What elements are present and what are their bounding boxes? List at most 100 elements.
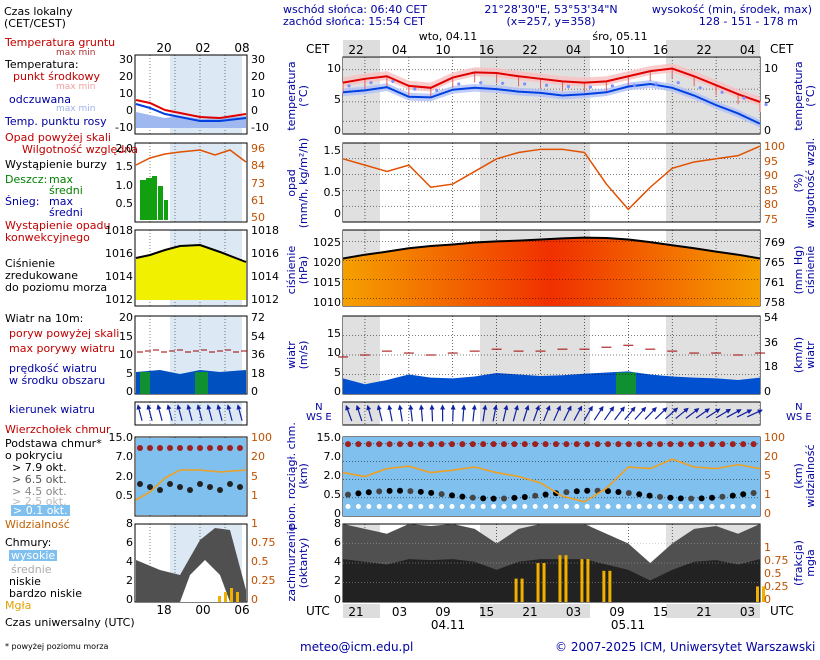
tick-lg_temp_left: 10 — [119, 87, 133, 100]
sunrise-text: wschód słońca: 06:40 CET — [283, 3, 428, 16]
tick-lg_oct_right: 1 — [251, 517, 258, 530]
legend-shade-1 — [170, 143, 242, 222]
tick-oct_right: 0.25 — [764, 580, 789, 593]
axis-title-zachmurzenie: zachmurzenie (oktanty) — [285, 524, 310, 602]
footer-email[interactable]: meteo@icm.edu.pl — [300, 640, 414, 654]
wind-arrow-head — [366, 404, 372, 411]
bottom-hour-label: 21 — [696, 605, 712, 619]
tick-prec_left: 0.5 — [323, 186, 342, 199]
wind-arrow — [634, 406, 647, 420]
legend-fog-bar — [236, 592, 239, 602]
wind-arrow-head — [535, 405, 540, 411]
dew-point — [479, 81, 483, 85]
cloud-base-dot — [646, 492, 653, 499]
legend-arrow-head — [136, 404, 142, 410]
temp-spread — [343, 63, 760, 106]
dew-point — [698, 86, 702, 90]
footnote: * powyżej poziomu morza — [5, 642, 109, 651]
wind-arrow-head — [683, 407, 689, 413]
bottom-hour-label: 21 — [522, 605, 538, 619]
cloud-thin-dot — [480, 504, 486, 510]
cloud-base-dot — [501, 495, 507, 502]
legend-ground-maxmin: max min — [56, 48, 96, 58]
wind-arrow-head — [630, 406, 636, 412]
wind-arrow — [654, 407, 668, 420]
legend-cisnienie: Ciśnienie zredukowane do poziomu morza — [5, 257, 108, 294]
cloud-base-dot — [636, 491, 643, 498]
fog-bar — [542, 563, 546, 602]
legend-predkosc: prędkość wiatru w środku obszaru — [9, 362, 106, 387]
tick-cloud_right: 5 — [764, 469, 771, 482]
tick-pres_right: 769 — [764, 236, 785, 249]
temp-line — [342, 67, 761, 103]
wind-arrow — [563, 405, 572, 421]
tick-wind_left: 10 — [327, 346, 341, 360]
tick-lg_oct_left: 2 — [126, 574, 133, 587]
date2-label: 05.11 — [610, 618, 646, 632]
bottom-night-1 — [480, 604, 590, 618]
wind-arrow — [553, 405, 561, 422]
legend-cloud-top — [227, 445, 233, 451]
top-hour-label: 16 — [652, 43, 669, 57]
tick-prec_right: 100 — [764, 140, 785, 153]
wind-arrow-head — [440, 404, 446, 410]
tick-pres_left: 1020 — [313, 256, 341, 269]
cloud-top-dot — [449, 441, 455, 448]
wind-arrow-head — [397, 404, 403, 410]
cloud-base-dot — [428, 489, 435, 496]
tick-wind_right: 36 — [764, 335, 778, 349]
legend-deszcz-max: max — [49, 173, 73, 186]
wind-arrow — [522, 404, 530, 422]
cloud-base-dot — [698, 495, 705, 502]
legend-wind-arrow — [226, 404, 233, 421]
cloud-thin-dot — [709, 504, 715, 510]
legend-punkt: punkt środkowy — [13, 70, 101, 83]
tick-prec_right: 95 — [764, 154, 778, 168]
top-hour-label: 10 — [435, 43, 451, 57]
tick-pres_right: 765 — [764, 256, 785, 269]
legend-wind-arrow — [216, 404, 223, 421]
legend-arrow-head — [206, 404, 212, 410]
cloud-thin-dot — [595, 504, 601, 510]
cloud-base-dot — [469, 494, 476, 501]
wind-arrow-head — [387, 404, 393, 411]
tick-lg_wind_right: 36 — [251, 348, 265, 361]
wind-arrow — [593, 405, 604, 421]
legend-wind-arrow — [186, 404, 193, 421]
cloud-thin-dot — [407, 504, 413, 510]
cloud-base-dot — [365, 489, 372, 496]
cloud-base-dot — [417, 488, 424, 495]
cloud-thin-dot — [626, 504, 632, 510]
cloud-top-dot — [605, 441, 611, 448]
cloud-top-dot — [521, 441, 528, 448]
cloud-top-dot — [740, 441, 747, 448]
bottom-hour-label: 03 — [391, 605, 408, 619]
tick-lg_temp_left: 30 — [119, 53, 133, 66]
humidity-line — [342, 145, 761, 211]
cloud-thin-dot — [636, 504, 642, 510]
wind-arrow — [644, 407, 657, 420]
cloud-base-dot — [563, 489, 570, 496]
cloud-top-dot — [615, 441, 622, 448]
axis-title-wiatr: wiatr (m/s) — [285, 340, 310, 370]
legend-chmury: Chmury: — [5, 536, 52, 549]
tick-lg_pres_right: 1014 — [251, 270, 279, 283]
cloud-base-dot — [740, 491, 747, 498]
cloud-top-dot — [542, 441, 549, 448]
tick-lg_wind_right: 0 — [251, 385, 258, 398]
tick-pres_left: 1025 — [313, 236, 341, 249]
dew-point — [588, 85, 593, 89]
legend-cloud-top — [207, 445, 213, 451]
bottom-hour-label: 03 — [739, 605, 756, 619]
tick-wind_left: 0 — [334, 385, 341, 398]
wind-arrow — [471, 404, 477, 422]
tick-lg_wind_left: 0 — [126, 385, 133, 398]
fog-bar — [580, 559, 584, 602]
legend-odczuwana-maxmin: max min — [56, 104, 96, 114]
tz-label: Czas lokalny (CET/CEST) — [4, 5, 73, 30]
cloud-thin-dot — [751, 504, 757, 510]
tick-cloud_left: 15.0 — [316, 431, 342, 444]
dew-point — [347, 84, 351, 88]
wind-arrow — [665, 407, 679, 420]
grid-text: (x=257, y=358) — [506, 15, 596, 28]
